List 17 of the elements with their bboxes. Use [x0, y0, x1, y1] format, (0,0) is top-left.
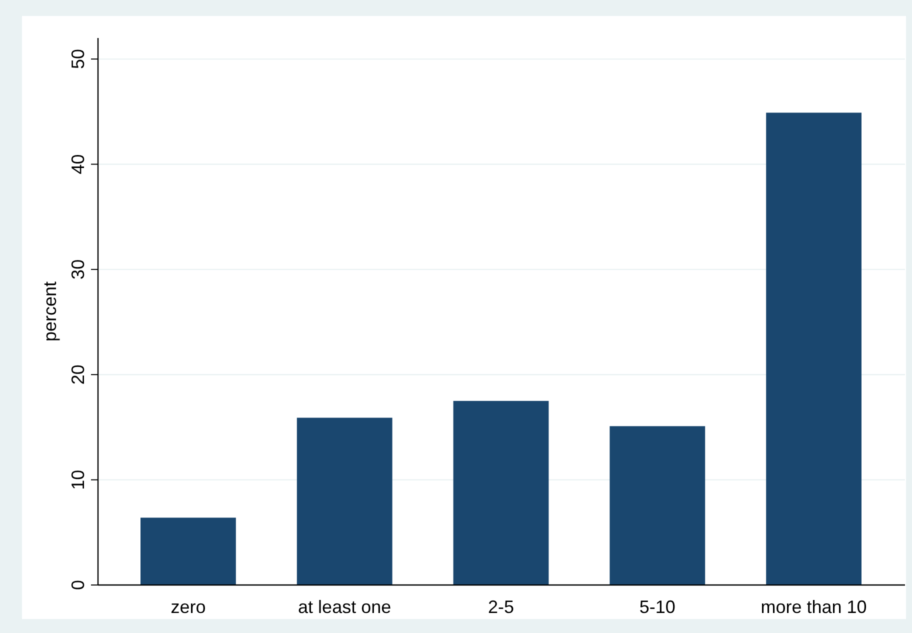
x-tick-label: 2-5	[488, 597, 514, 617]
bar	[453, 400, 549, 585]
y-tick-label: 30	[68, 259, 88, 280]
x-tick-label: at least one	[298, 597, 392, 617]
y-tick-label: 40	[68, 154, 88, 174]
bar	[610, 426, 706, 585]
bar	[296, 418, 392, 585]
bar	[140, 518, 236, 585]
y-tick-label: 0	[68, 580, 88, 590]
y-tick-label: 20	[68, 364, 88, 385]
y-tick-label: 10	[68, 470, 88, 490]
y-tick-label: 50	[68, 49, 88, 70]
bar	[766, 112, 862, 585]
y-axis-title: percent	[40, 281, 60, 342]
x-tick-label: zero	[170, 597, 206, 617]
x-tick-label: 5-10	[639, 597, 676, 617]
x-tick-label: more than 10	[760, 597, 867, 617]
